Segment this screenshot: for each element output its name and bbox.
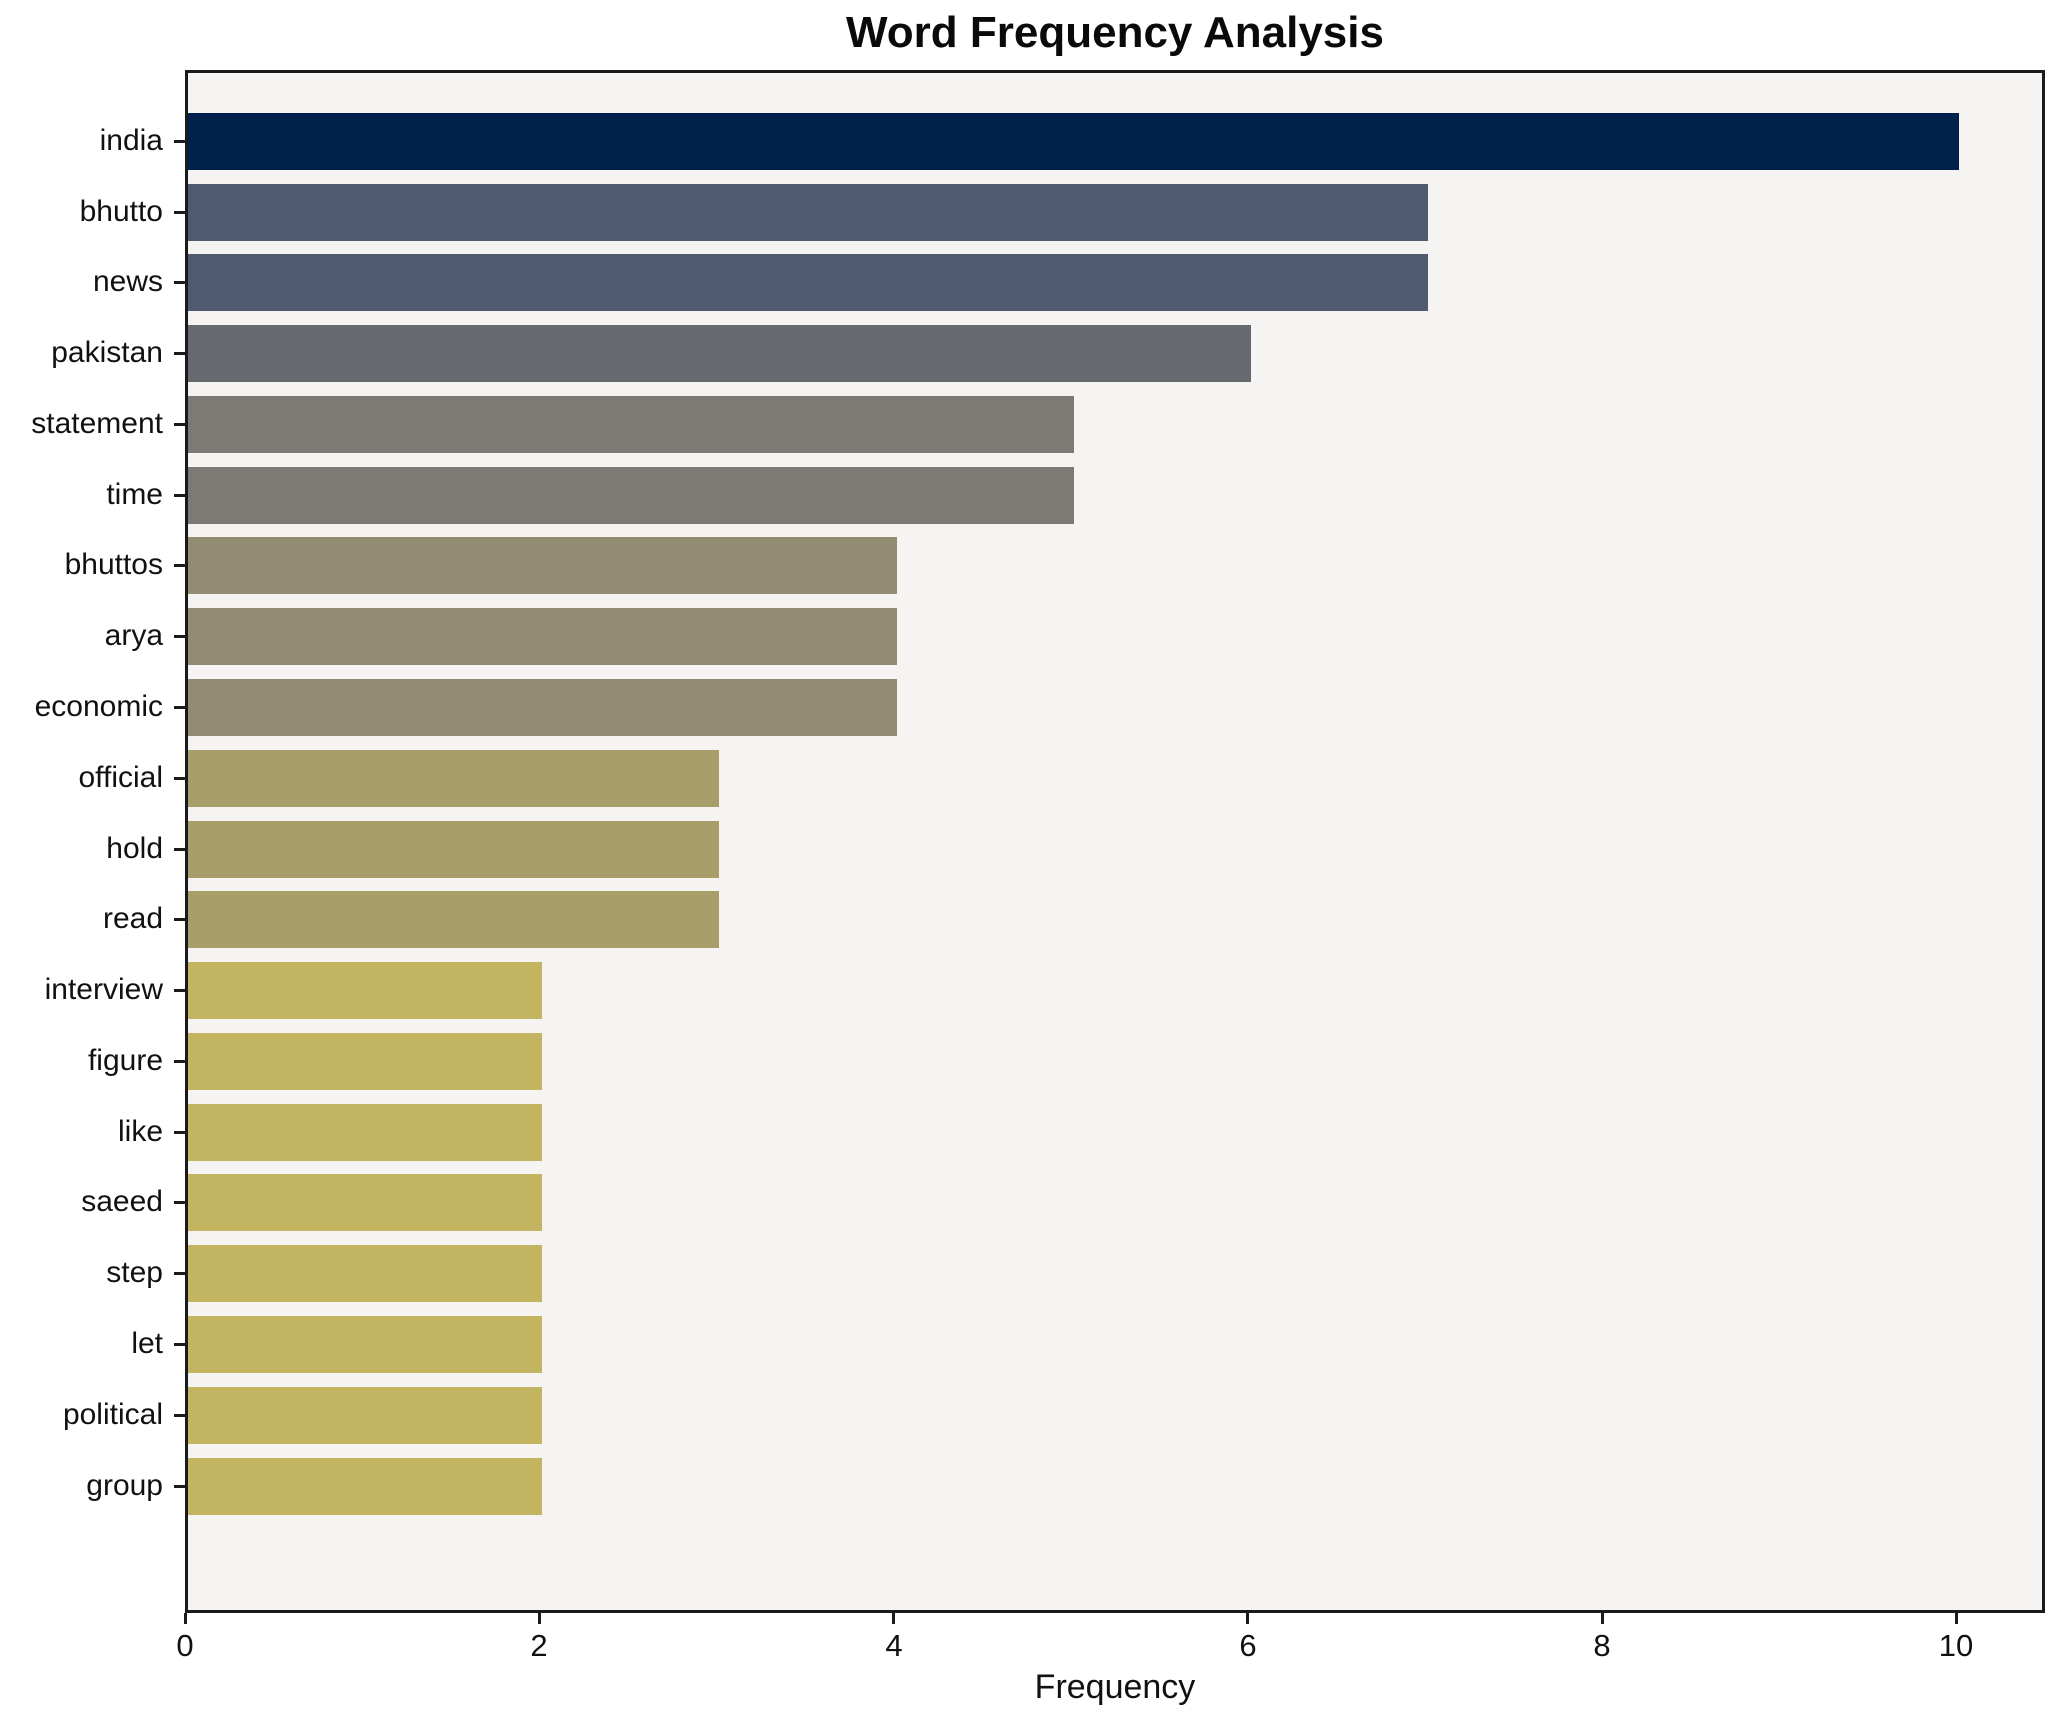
bar-pakistan (188, 324, 1251, 382)
y-tick-mark (174, 1201, 185, 1204)
y-tick-label-arya: arya (104, 619, 163, 652)
y-tick-mark (174, 635, 185, 638)
y-tick-label-let: let (131, 1327, 163, 1360)
y-tick-label-india: india (99, 124, 163, 157)
y-tick-label-saeed: saeed (81, 1185, 163, 1218)
bar-interview (188, 961, 542, 1019)
bar-time (188, 466, 1074, 524)
bar-bhutto (188, 183, 1428, 241)
y-tick-label-step: step (106, 1256, 163, 1289)
y-tick-label-economic: economic (34, 690, 163, 723)
x-tick-mark (184, 1613, 187, 1624)
y-tick-label-interview: interview (44, 973, 163, 1006)
bar-india (188, 112, 1959, 170)
y-tick-mark (174, 1414, 185, 1417)
bar-bhuttos (188, 536, 897, 594)
x-tick-mark (892, 1613, 895, 1624)
bar-saeed (188, 1173, 542, 1231)
x-tick-label-2: 2 (530, 1628, 548, 1663)
y-tick-label-bhutto: bhutto (79, 195, 163, 228)
y-tick-label-like: like (117, 1115, 163, 1148)
y-tick-mark (174, 706, 185, 709)
y-tick-mark (174, 1485, 185, 1488)
y-tick-mark (174, 423, 185, 426)
x-tick-label-0: 0 (176, 1628, 194, 1663)
y-tick-mark (174, 1272, 185, 1275)
x-tick-mark (1601, 1613, 1604, 1624)
y-tick-mark (174, 1060, 185, 1063)
y-tick-label-bhuttos: bhuttos (64, 548, 163, 581)
x-tick-label-10: 10 (1938, 1628, 1974, 1663)
y-tick-mark (174, 848, 185, 851)
y-tick-label-read: read (102, 902, 163, 935)
x-axis-label: Frequency (1034, 1668, 1196, 1706)
bar-step (188, 1244, 542, 1302)
y-tick-label-hold: hold (106, 832, 163, 865)
y-tick-mark (174, 494, 185, 497)
bar-statement (188, 395, 1074, 453)
y-tick-label-pakistan: pakistan (51, 336, 163, 369)
bar-political (188, 1386, 542, 1444)
y-tick-mark (174, 777, 185, 780)
bar-arya (188, 607, 897, 665)
bar-read (188, 890, 719, 948)
y-tick-mark (174, 1131, 185, 1134)
y-tick-label-news: news (92, 265, 163, 298)
y-tick-label-figure: figure (87, 1044, 163, 1077)
y-tick-mark (174, 989, 185, 992)
chart-title: Word Frequency Analysis (846, 8, 1384, 57)
bar-news (188, 253, 1428, 311)
bar-figure (188, 1032, 542, 1090)
y-tick-label-political: political (62, 1398, 163, 1431)
y-tick-mark (174, 211, 185, 214)
y-tick-mark (174, 352, 185, 355)
x-tick-mark (1246, 1613, 1249, 1624)
bar-hold (188, 820, 719, 878)
y-tick-label-group: group (86, 1469, 163, 1502)
bar-economic (188, 678, 897, 736)
y-tick-mark (174, 1343, 185, 1346)
bar-let (188, 1315, 542, 1373)
plot-area (185, 70, 2045, 1613)
x-tick-mark (538, 1613, 541, 1624)
x-tick-label-4: 4 (885, 1628, 903, 1663)
y-tick-label-time: time (106, 478, 163, 511)
x-tick-mark (1955, 1613, 1958, 1624)
y-tick-label-statement: statement (31, 407, 163, 440)
y-tick-mark (174, 918, 185, 921)
y-tick-mark (174, 281, 185, 284)
y-tick-mark (174, 564, 185, 567)
x-tick-label-6: 6 (1239, 1628, 1257, 1663)
bar-like (188, 1103, 542, 1161)
y-tick-label-official: official (78, 761, 164, 794)
y-tick-mark (174, 140, 185, 143)
bar-official (188, 749, 719, 807)
bar-group (188, 1457, 542, 1515)
x-tick-label-8: 8 (1593, 1628, 1611, 1663)
